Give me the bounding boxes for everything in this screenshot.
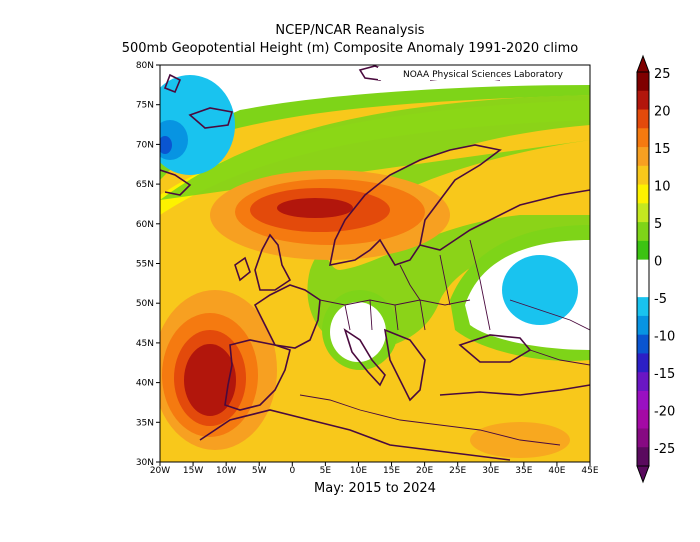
colorbar-tick-label: 20 xyxy=(654,105,671,120)
colorbar-swatch xyxy=(637,278,649,298)
colorbar-tick-label: 0 xyxy=(654,255,662,270)
anomaly-field xyxy=(160,65,590,462)
lon-tick-label: 40E xyxy=(548,466,565,476)
colorbar-tick-label: -5 xyxy=(654,292,667,307)
subtitle: May: 2015 to 2024 xyxy=(314,481,436,496)
colorbar-swatch xyxy=(637,72,649,92)
colorbar-swatch xyxy=(637,372,649,392)
lat-tick-label: 30N xyxy=(136,458,154,468)
lon-tick-label: 35E xyxy=(515,466,532,476)
lat-tick-label: 35N xyxy=(136,418,154,428)
country-borders xyxy=(299,239,590,446)
colorbar-tick-label: -25 xyxy=(654,442,675,457)
colorbar-swatch xyxy=(637,203,649,223)
longitude-ticks: 20W 15W 10W 5W 0 5E 10E 15E 20E 25E 30E 35E 40E 45E xyxy=(150,462,599,476)
colorbar-swatch xyxy=(637,222,649,242)
lon-tick-label: 20E xyxy=(416,466,433,476)
colorbar-tick-label: 10 xyxy=(654,180,671,195)
colorbar-top-arrow xyxy=(636,54,650,73)
lon-tick-label: 10W xyxy=(216,466,236,476)
colorbar-labels: 25 20 15 10 5 0 -5 -10 -15 -20 -25 xyxy=(654,67,675,457)
lat-tick-label: 80N xyxy=(136,61,154,71)
colorbar-swatch xyxy=(637,297,649,317)
lon-tick-label: 45E xyxy=(581,466,598,476)
lat-tick-label: 65N xyxy=(136,180,154,190)
lon-tick-label: 15E xyxy=(383,466,400,476)
lon-tick-label: 10E xyxy=(350,466,367,476)
lon-tick-label: 5W xyxy=(252,466,267,476)
colorbar-swatch xyxy=(637,240,649,261)
colorbar-tick-label: 15 xyxy=(654,142,671,157)
colorbar-swatch xyxy=(637,315,649,336)
colorbar-swatch xyxy=(637,109,649,129)
colorbar-tick-label: -20 xyxy=(654,405,675,420)
lon-tick-label: 20W xyxy=(150,466,170,476)
lon-tick-label: 15W xyxy=(183,466,203,476)
lat-tick-label: 55N xyxy=(136,260,154,270)
lon-tick-label: 30E xyxy=(482,466,499,476)
latitude-ticks: 80N 75N 70N 65N 60N 55N 50N 45N 40N 35N 30N xyxy=(136,61,160,468)
credit-box xyxy=(378,67,588,80)
colorbar-swatch xyxy=(637,447,649,467)
lat-tick-label: 45N xyxy=(136,339,154,349)
colorbar-bottom-arrow xyxy=(636,465,650,484)
lon-tick-label: 25E xyxy=(449,466,466,476)
colorbar-tick-label: -15 xyxy=(654,367,675,382)
lat-tick-label: 60N xyxy=(136,220,154,230)
colorbar-swatch xyxy=(637,259,649,279)
title-line-2: 500mb Geopotential Height (m) Composite … xyxy=(121,41,579,56)
colorbar-swatch xyxy=(637,353,649,373)
colorbar-swatch xyxy=(637,334,649,354)
colorbar-swatch xyxy=(637,165,649,186)
colorbar-swatch xyxy=(637,147,649,167)
lon-tick-label: 5E xyxy=(320,466,332,476)
lat-tick-label: 70N xyxy=(136,140,154,150)
lat-tick-label: 50N xyxy=(136,299,154,309)
title-line-1: NCEP/NCAR Reanalysis xyxy=(275,23,425,38)
colorbar-tick-label: -10 xyxy=(654,330,675,345)
colorbar-swatch xyxy=(637,184,649,204)
colorbar-swatch xyxy=(637,409,649,429)
colorbar-swatch xyxy=(637,90,649,111)
lon-tick-label: 0 xyxy=(289,466,295,476)
colorbar-swatch xyxy=(637,390,649,411)
colorbar-swatch xyxy=(637,428,649,448)
credit-label: NOAA Physical Sciences Laboratory xyxy=(403,70,564,80)
colorbar xyxy=(636,54,650,484)
colorbar-swatch xyxy=(637,128,649,148)
lat-tick-label: 75N xyxy=(136,101,154,111)
colorbar-tick-label: 25 xyxy=(654,67,671,82)
lat-tick-label: 40N xyxy=(136,379,154,389)
colorbar-tick-label: 5 xyxy=(654,217,662,232)
